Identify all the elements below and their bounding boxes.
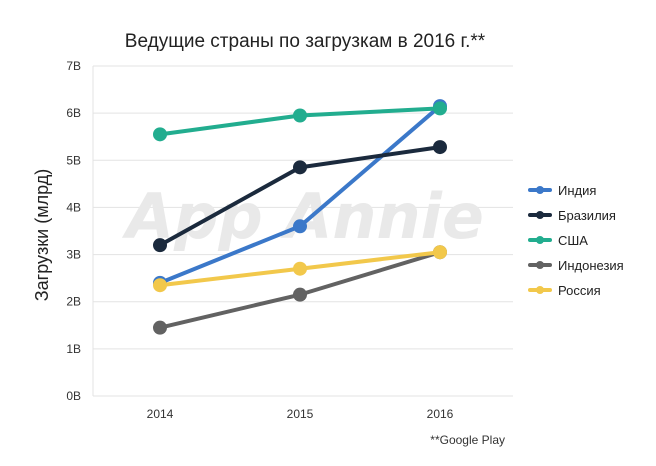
x-axis-ticks: 2014 2015 2016 xyxy=(147,407,454,421)
legend-swatch-dot xyxy=(536,211,544,219)
data-point xyxy=(293,287,307,302)
legend-label: Россия xyxy=(558,283,601,298)
y-tick-label: 1B xyxy=(66,342,81,356)
series-group xyxy=(153,245,447,335)
data-point xyxy=(293,108,307,123)
series-group xyxy=(153,101,447,142)
x-tick-label: 2016 xyxy=(427,407,454,421)
legend-item: Россия xyxy=(528,283,601,298)
series-group xyxy=(153,140,447,253)
y-tick-label: 5B xyxy=(66,153,81,167)
y-axis-label: Загрузки (млрд) xyxy=(32,169,52,301)
legend-item: Индонезия xyxy=(528,258,624,273)
legend: Индия Бразилия США Индонезия Россия xyxy=(528,183,624,298)
legend-label: Индия xyxy=(558,183,596,198)
data-point xyxy=(153,238,167,253)
legend-swatch-dot xyxy=(536,236,544,244)
y-tick-label: 2B xyxy=(66,295,81,309)
legend-label: США xyxy=(558,233,588,248)
chart-title: Ведущие страны по загрузкам в 2016 г.** xyxy=(125,31,486,52)
data-point xyxy=(153,320,167,335)
data-point xyxy=(153,127,167,142)
y-tick-label: 3B xyxy=(66,248,81,262)
source-note: **Google Play xyxy=(430,433,505,447)
watermark-layer: App Annie xyxy=(121,180,484,253)
data-point xyxy=(433,140,447,155)
data-point xyxy=(293,219,307,234)
legend-item: Индия xyxy=(528,183,596,198)
y-tick-label: 4B xyxy=(66,200,81,214)
legend-swatch-dot xyxy=(536,186,544,194)
legend-item: Бразилия xyxy=(528,208,616,223)
data-point xyxy=(433,101,447,116)
x-tick-label: 2014 xyxy=(147,407,174,421)
legend-label: Индонезия xyxy=(558,258,624,273)
y-tick-label: 7B xyxy=(66,59,81,73)
legend-label: Бразилия xyxy=(558,208,616,223)
legend-swatch-dot xyxy=(536,261,544,269)
x-tick-label: 2015 xyxy=(287,407,314,421)
y-tick-label: 0B xyxy=(66,389,81,403)
data-point xyxy=(153,278,167,293)
y-tick-label: 6B xyxy=(66,106,81,120)
data-point xyxy=(433,245,447,260)
legend-item: США xyxy=(528,233,588,248)
data-point xyxy=(293,160,307,175)
series-group xyxy=(153,245,447,293)
series-lines xyxy=(153,99,447,335)
y-axis-ticks: 0B 1B 2B 3B 4B 5B 6B 7B xyxy=(66,59,81,403)
gridlines xyxy=(92,65,513,397)
data-point xyxy=(293,261,307,276)
app-annie-watermark: App Annie xyxy=(121,180,484,253)
legend-swatch-dot xyxy=(536,286,544,294)
